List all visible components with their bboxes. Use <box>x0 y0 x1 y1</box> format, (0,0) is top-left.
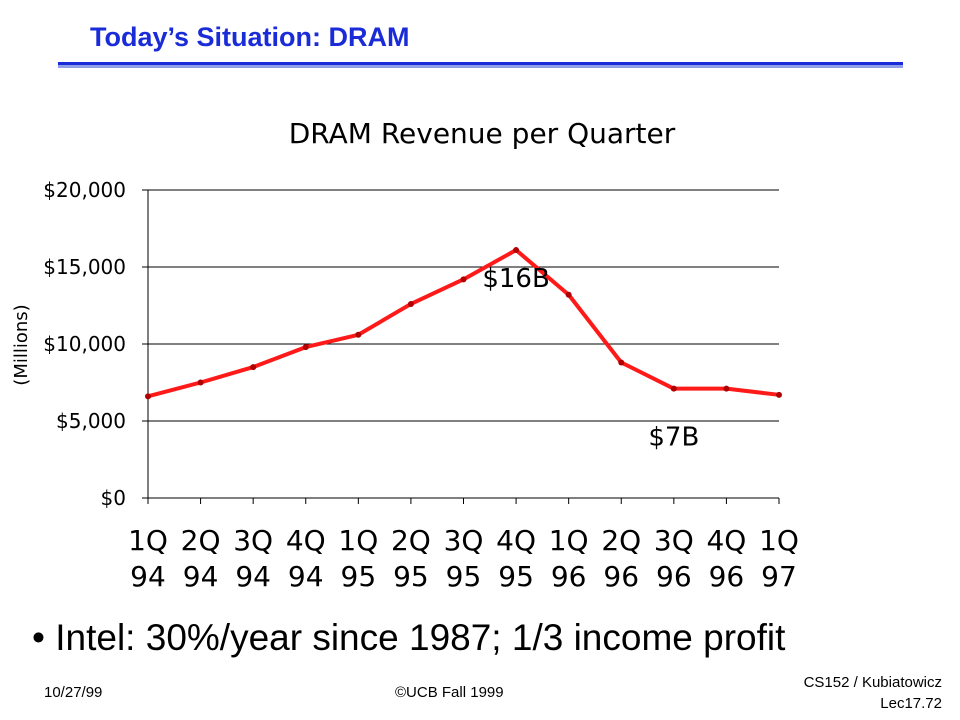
data-point <box>407 300 414 307</box>
x-tick-label-year: 95 <box>498 560 534 593</box>
x-tick-label: 4Q 95 <box>496 524 536 593</box>
data-point <box>565 291 572 298</box>
x-tick-label: 1Q 95 <box>338 524 378 593</box>
x-tick-label-quarter: 4Q <box>496 524 536 557</box>
x-tick-label-quarter: 1Q <box>338 524 378 557</box>
data-point <box>197 379 204 386</box>
x-tick-label: 3Q 96 <box>654 524 694 593</box>
x-tick-label: 2Q 94 <box>181 524 221 593</box>
data-point <box>460 276 467 283</box>
x-tick-label: 4Q 94 <box>286 524 326 593</box>
bullet-marker: • <box>32 617 45 658</box>
x-tick-label-year: 95 <box>393 560 429 593</box>
data-point <box>776 391 782 398</box>
x-tick-label-quarter: 2Q <box>601 524 641 557</box>
x-tick-label-quarter: 4Q <box>706 524 746 557</box>
bullet-text: Intel: 30%/year since 1987; 1/3 income p… <box>55 617 786 658</box>
y-tick-label: $15,000 <box>43 255 126 279</box>
x-tick-label-year: 96 <box>603 560 639 593</box>
bullet-point: • Intel: 30%/year since 1987; 1/3 income… <box>32 617 785 659</box>
data-point <box>618 359 625 366</box>
x-tick-label-year: 96 <box>709 560 745 593</box>
x-tick-label: 2Q 96 <box>601 524 641 593</box>
footer-date: 10/27/99 <box>44 684 103 701</box>
y-tick-label: $5,000 <box>56 409 126 433</box>
x-tick-label-year: 95 <box>341 560 377 593</box>
data-point <box>670 385 677 392</box>
data-point <box>355 331 362 338</box>
x-tick-label-quarter: 3Q <box>654 524 694 557</box>
footer-lecture: Lec17.72 <box>880 695 942 712</box>
footer-course: CS152 / Kubiatowicz <box>803 674 942 691</box>
footer-copyright: ©UCB Fall 1999 <box>395 684 504 701</box>
y-tick-label: $10,000 <box>43 332 126 356</box>
x-tick-label-quarter: 1Q <box>128 524 168 557</box>
x-tick-label-year: 96 <box>656 560 692 593</box>
footer-course-info: CS152 / Kubiatowicz Lec17.72 <box>804 672 942 714</box>
x-tick-label-year: 94 <box>183 560 219 593</box>
chart-title: DRAM Revenue per Quarter <box>289 117 676 150</box>
x-tick-label: 1Q 97 <box>759 524 799 593</box>
x-tick-label-year: 94 <box>130 560 166 593</box>
data-point <box>145 393 151 400</box>
x-tick-label-quarter: 2Q <box>181 524 221 557</box>
slide-title: Today’s Situation: DRAM <box>90 22 410 52</box>
x-tick-label-quarter: 3Q <box>233 524 273 557</box>
x-tick-label: 3Q 95 <box>444 524 484 593</box>
data-point <box>250 364 257 371</box>
x-tick-label-year: 97 <box>761 560 797 593</box>
data-point <box>513 247 520 254</box>
x-tick-label-year: 94 <box>235 560 271 593</box>
x-tick-label-quarter: 3Q <box>444 524 484 557</box>
x-tick-label: 1Q 94 <box>128 524 168 593</box>
data-point <box>723 385 730 392</box>
x-tick-label-quarter: 1Q <box>549 524 589 557</box>
x-tick-label-year: 94 <box>288 560 324 593</box>
x-tick-label: 2Q 95 <box>391 524 431 593</box>
y-tick-label: $20,000 <box>43 178 126 202</box>
y-tick-label: $0 <box>101 486 126 510</box>
x-tick-label-quarter: 4Q <box>286 524 326 557</box>
data-point <box>302 344 309 351</box>
annotation-label: $16B <box>482 264 549 294</box>
x-tick-label-quarter: 2Q <box>391 524 431 557</box>
x-tick-label: 1Q 96 <box>549 524 589 593</box>
x-tick-label-year: 96 <box>551 560 587 593</box>
annotation-label: $7B <box>648 423 699 453</box>
x-tick-label-quarter: 1Q <box>759 524 799 557</box>
title-underline <box>58 62 903 65</box>
x-tick-label-year: 95 <box>446 560 482 593</box>
series-line <box>147 248 780 399</box>
x-tick-label: 4Q 96 <box>706 524 746 593</box>
x-tick-label: 3Q 94 <box>233 524 273 593</box>
y-axis-label: (Millions) <box>11 304 32 385</box>
